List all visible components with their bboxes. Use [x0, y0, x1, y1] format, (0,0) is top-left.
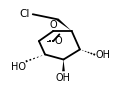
Polygon shape — [62, 59, 64, 71]
Polygon shape — [56, 18, 71, 31]
Text: O: O — [54, 36, 62, 46]
Text: OH: OH — [94, 50, 109, 60]
Text: OH: OH — [55, 73, 70, 83]
Text: Cl: Cl — [20, 9, 30, 19]
Text: HO: HO — [11, 62, 25, 72]
Text: O: O — [49, 20, 57, 30]
